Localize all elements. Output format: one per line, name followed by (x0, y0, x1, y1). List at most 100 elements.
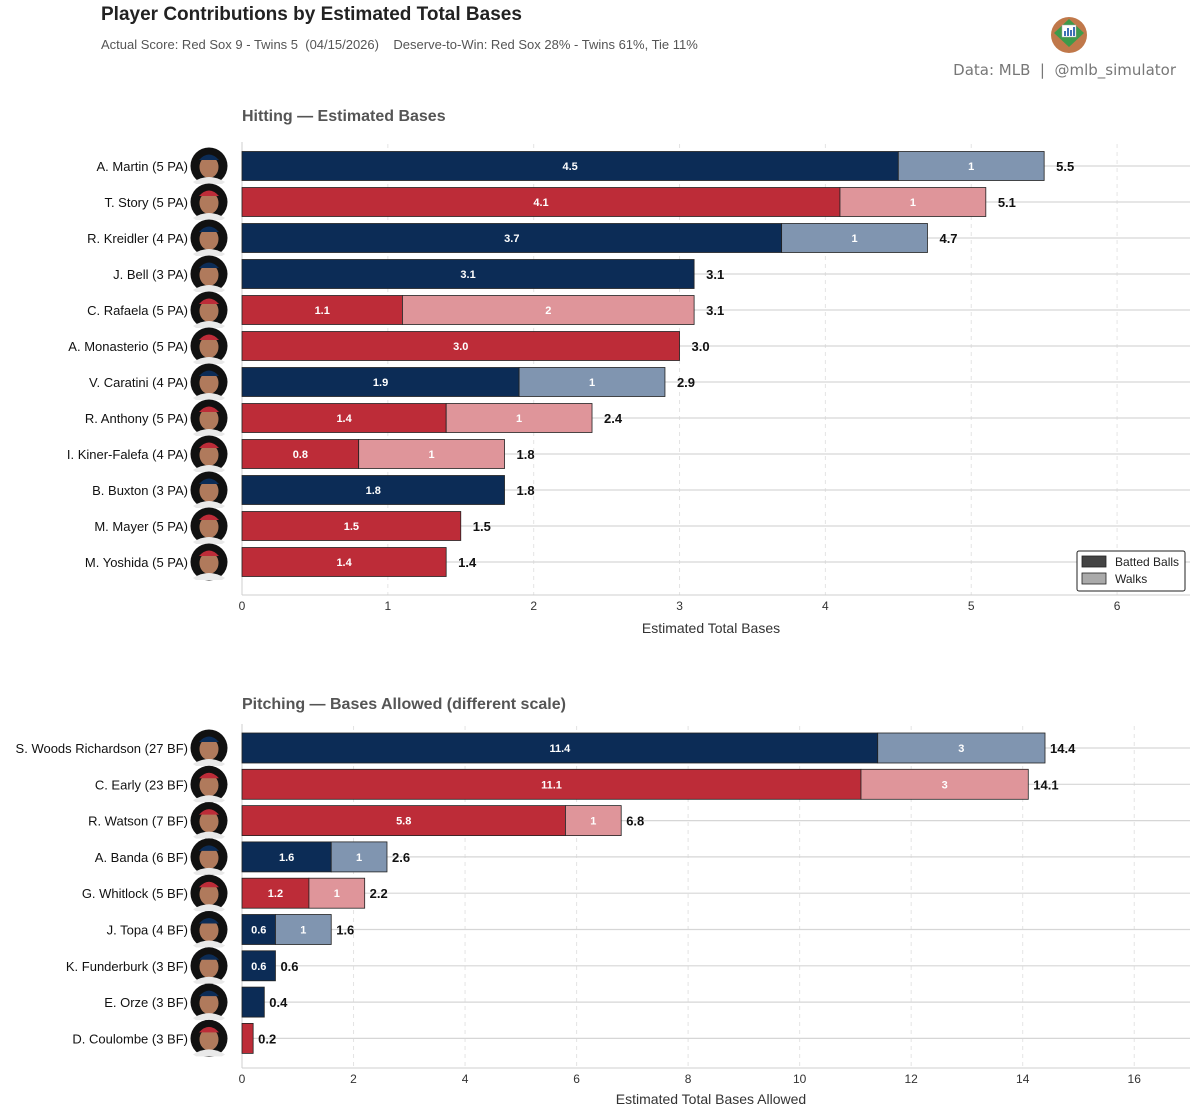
avatar-face (199, 774, 219, 797)
avatar-face (199, 738, 219, 760)
player-headshot-avatar (190, 983, 228, 1021)
avatar-face (199, 846, 219, 869)
bar-walks (877, 732, 1046, 764)
legend-entry: Walks (1115, 572, 1147, 586)
data-credit: Data: MLB | @mlb_simulator (953, 61, 1176, 79)
bar-value-label: 3.0 (453, 341, 468, 353)
bar-batted-balls (241, 187, 841, 217)
bar-batted-balls (241, 986, 265, 1018)
avatar-jersey (193, 904, 225, 912)
bar-value-label: 5.8 (396, 816, 411, 828)
player-headshot-avatar (190, 874, 228, 912)
bar-value-label: 1 (300, 925, 306, 937)
x-tick-label: 6 (573, 1072, 580, 1086)
avatar-jersey (193, 940, 225, 948)
total-value-label: 3.1 (706, 303, 724, 318)
bar-batted-balls (241, 511, 462, 541)
avatar-cap (199, 370, 219, 376)
bar-value-label: 4.1 (533, 197, 548, 209)
bar-value-label: 1.2 (268, 888, 283, 900)
avatar-cap (199, 190, 219, 196)
legend-swatch (1081, 555, 1107, 568)
player-label: T. Story (5 PA) (104, 195, 188, 210)
avatar-face (199, 192, 219, 214)
avatar-jersey (193, 1013, 225, 1021)
bar-value-label: 1 (590, 816, 596, 828)
bar-value-label: 3.1 (460, 269, 475, 281)
player-label: S. Woods Richardson (27 BF) (16, 741, 188, 756)
bar-value-label: 1 (516, 413, 522, 425)
total-value-label: 2.2 (370, 886, 388, 901)
x-tick-label: 4 (462, 1072, 469, 1086)
avatar-cap (199, 478, 219, 484)
total-value-label: 0.2 (258, 1031, 276, 1046)
avatar-cap (199, 1026, 219, 1033)
avatar-face (199, 156, 219, 178)
avatar-cap (199, 845, 219, 851)
total-value-label: 3.1 (706, 267, 724, 282)
player-headshot-avatar (190, 327, 228, 365)
player-label: R. Anthony (5 PA) (85, 411, 188, 426)
player-headshot-avatar (190, 543, 228, 581)
avatar-face (199, 992, 219, 1015)
avatar-cap (199, 154, 219, 160)
bar-batted-balls (241, 223, 783, 253)
x-tick-label: 5 (968, 599, 975, 613)
bar-batted-balls (241, 331, 680, 361)
avatar-jersey (193, 285, 225, 292)
bar-walks (402, 295, 695, 325)
avatar-face (199, 516, 219, 538)
x-tick-label: 14 (1016, 1072, 1030, 1086)
chart-subtitle: Actual Score: Red Sox 9 - Twins 5 (04/15… (101, 37, 698, 52)
bar-walks (781, 223, 928, 253)
bar-walks (860, 768, 1029, 800)
player-label: A. Martin (5 PA) (96, 159, 188, 174)
avatar-jersey (193, 537, 225, 544)
avatar-face (199, 552, 219, 574)
player-label: C. Rafaela (5 PA) (87, 303, 188, 318)
total-value-label: 1.5 (473, 519, 491, 534)
avatar-jersey (193, 393, 225, 400)
bar-value-label: 3 (942, 779, 948, 791)
bar-value-label: 11.4 (549, 743, 571, 755)
avatar-face (199, 228, 219, 250)
player-label: D. Coulombe (3 BF) (72, 1031, 188, 1046)
avatar-jersey (193, 177, 225, 184)
avatar-face (199, 955, 219, 978)
avatar-cap (199, 809, 219, 815)
avatar-cap (199, 442, 219, 448)
total-value-label: 0.4 (269, 995, 288, 1010)
bar-value-label: 1 (851, 233, 857, 245)
bar-value-label: 0.6 (251, 961, 266, 973)
bar-value-label: 4.5 (563, 161, 578, 173)
player-label: G. Whitlock (5 BF) (82, 886, 188, 901)
player-headshot-avatar (190, 802, 228, 840)
player-headshot-avatar (190, 399, 228, 437)
total-value-label: 4.7 (939, 231, 957, 246)
bar-value-label: 2 (545, 305, 551, 317)
avatar-jersey (193, 501, 225, 508)
player-label: C. Early (23 BF) (95, 777, 188, 792)
bar-value-label: 0.8 (293, 449, 308, 461)
avatar-jersey (193, 759, 225, 766)
total-value-label: 14.4 (1050, 741, 1076, 756)
legend-entry: Batted Balls (1115, 555, 1179, 569)
avatar-cap (199, 298, 219, 304)
bar-batted-balls (241, 1023, 254, 1054)
bar-batted-balls (241, 295, 403, 325)
avatar-jersey (193, 1049, 225, 1057)
player-headshot-avatar (190, 1019, 228, 1057)
bar-value-label: 1 (429, 449, 435, 461)
avatar-cap (199, 772, 219, 779)
player-headshot-avatar (190, 183, 228, 221)
x-tick-label: 0 (239, 1072, 246, 1086)
bar-value-label: 1.4 (336, 557, 352, 569)
player-headshot-avatar (190, 255, 228, 293)
x-tick-label: 10 (793, 1072, 807, 1086)
player-headshot-avatar (190, 507, 228, 545)
player-headshot-avatar (190, 291, 228, 329)
bar-batted-balls (241, 914, 276, 945)
total-value-label: 2.4 (604, 411, 623, 426)
panel-title: Pitching — Bases Allowed (different scal… (242, 696, 566, 713)
